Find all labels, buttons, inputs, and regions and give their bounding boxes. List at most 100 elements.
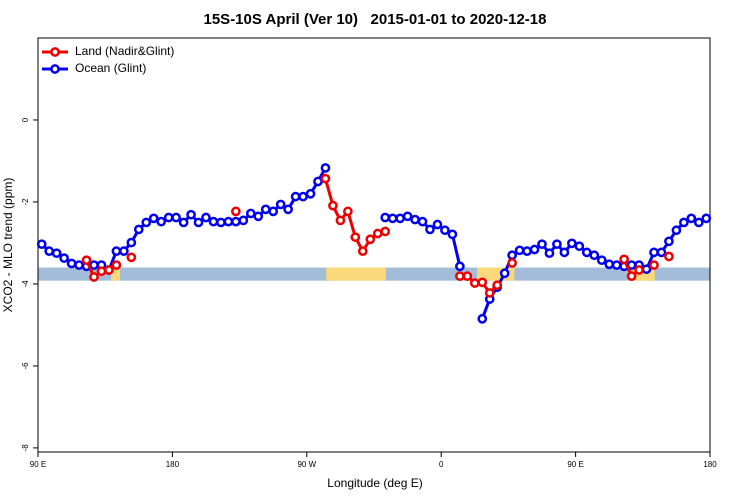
data-point [581, 247, 592, 258]
data-point [469, 278, 480, 288]
data-point [499, 268, 510, 279]
data-point [126, 237, 137, 248]
data-point [231, 206, 241, 217]
y-tick-label: -8 [21, 444, 30, 452]
data-point [372, 228, 383, 239]
series [36, 163, 712, 324]
data-point [238, 215, 249, 226]
data-point [104, 265, 114, 275]
data-point [111, 246, 122, 256]
data-point [641, 264, 652, 275]
data-point [574, 241, 585, 252]
data-point [380, 212, 391, 223]
data-point [320, 163, 331, 173]
legend-marker [50, 47, 60, 57]
data-point [477, 277, 488, 288]
data-point [223, 216, 234, 227]
data-point [36, 239, 47, 250]
series [81, 173, 674, 298]
data-point [74, 260, 84, 270]
data-point [298, 191, 308, 202]
data-point [701, 213, 712, 224]
data-point [178, 217, 189, 228]
data-point [507, 250, 517, 261]
y-tick-label: -6 [21, 362, 30, 370]
data-point [111, 260, 122, 270]
legend-marker [50, 64, 60, 74]
data-point [201, 212, 211, 223]
data-point [156, 216, 167, 227]
data-point [596, 255, 607, 266]
x-tick-label: 90 E [30, 460, 46, 469]
data-point [193, 217, 204, 228]
data-point [365, 234, 376, 245]
data-point [611, 260, 622, 270]
data-point [686, 213, 697, 224]
data-point [305, 188, 316, 199]
plot-frame [37, 37, 711, 453]
data-point [455, 261, 465, 272]
data-point [604, 259, 615, 270]
x-tick-label: 180 [703, 460, 717, 469]
data-point [133, 224, 144, 235]
data-point [186, 209, 196, 220]
data-point [141, 217, 152, 228]
data-point [462, 271, 473, 282]
legend-label: Ocean (Glint) [75, 61, 146, 75]
data-point [44, 246, 55, 256]
data-point [216, 217, 226, 228]
data-point [96, 266, 107, 277]
y-tick-label: -2 [21, 198, 30, 206]
data-point [89, 260, 99, 270]
data-point [507, 258, 517, 268]
data-point [522, 246, 532, 256]
data-point [395, 213, 405, 224]
data-point [275, 199, 286, 210]
data-point [119, 246, 129, 256]
data-point [649, 247, 659, 258]
data-point [410, 214, 420, 225]
data-point [634, 265, 644, 275]
data-point [484, 288, 495, 298]
data-point [432, 219, 443, 230]
data-point [589, 250, 600, 261]
data-point [163, 212, 174, 223]
x-tick-label: 180 [166, 460, 180, 469]
data-point [335, 215, 346, 226]
data-point [245, 208, 256, 219]
data-point [626, 271, 637, 282]
data-point [656, 247, 667, 258]
data-point [231, 216, 241, 227]
data-point [81, 255, 92, 266]
data-point [126, 252, 137, 263]
data-point [664, 251, 674, 262]
data-point [477, 313, 488, 324]
data-point [567, 238, 577, 249]
data-point [693, 217, 704, 228]
data-point [328, 200, 338, 211]
data-point [380, 226, 391, 237]
data-point [619, 254, 629, 265]
data-point [671, 225, 682, 236]
data-point [343, 206, 353, 217]
data-point [66, 258, 77, 269]
data-point [402, 211, 413, 222]
data-point [268, 206, 279, 217]
y-axis-label: XCO2 - MLO trend (ppm) [1, 178, 15, 313]
data-point [552, 239, 562, 250]
data-point [350, 232, 361, 243]
data-point [260, 204, 271, 215]
data-point [417, 216, 428, 227]
x-tick-label: 90 W [297, 460, 316, 469]
data-point [387, 213, 398, 224]
data-point [313, 176, 323, 187]
data-point [649, 260, 659, 270]
data-point [59, 253, 69, 263]
x-tick-label: 0 [439, 460, 444, 469]
data-point [425, 224, 435, 235]
data-point [455, 271, 465, 282]
data-point [440, 225, 450, 236]
data-point [253, 211, 264, 222]
data-point [664, 236, 674, 247]
